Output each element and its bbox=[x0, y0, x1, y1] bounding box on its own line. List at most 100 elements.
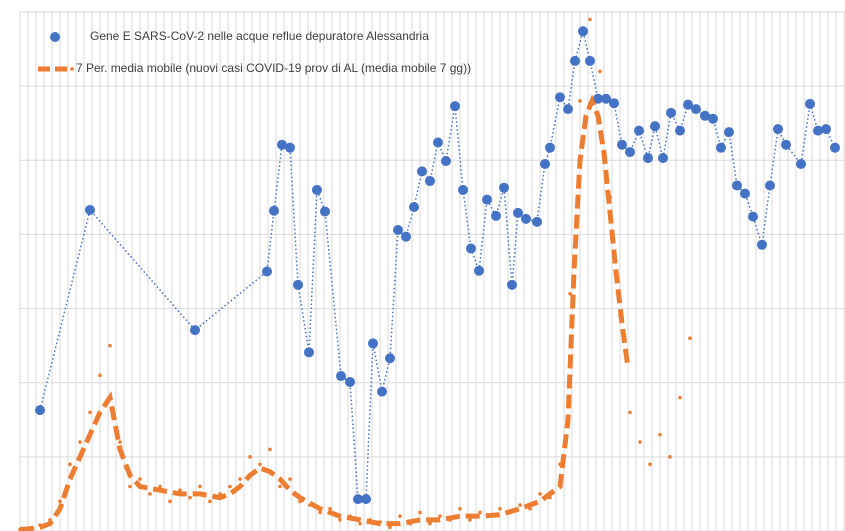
point bbox=[428, 521, 432, 526]
point bbox=[548, 495, 552, 500]
point bbox=[608, 195, 612, 200]
point bbox=[658, 153, 668, 164]
point bbox=[499, 182, 509, 193]
point bbox=[643, 153, 653, 164]
point bbox=[748, 211, 758, 222]
point bbox=[688, 336, 692, 341]
legend-label: Gene E SARS-CoV-2 nelle acque reflue dep… bbox=[90, 29, 429, 43]
point bbox=[830, 142, 840, 153]
point bbox=[277, 139, 287, 150]
point bbox=[336, 371, 346, 382]
point bbox=[425, 176, 435, 187]
point bbox=[433, 137, 443, 148]
point bbox=[168, 499, 172, 504]
point bbox=[338, 518, 342, 522]
point bbox=[418, 510, 422, 515]
point bbox=[568, 291, 572, 296]
point bbox=[128, 484, 132, 489]
point bbox=[298, 499, 302, 504]
point bbox=[678, 395, 682, 400]
point bbox=[675, 125, 685, 136]
point bbox=[248, 455, 252, 459]
point bbox=[388, 525, 392, 530]
point bbox=[48, 518, 52, 522]
point bbox=[466, 243, 476, 254]
point bbox=[285, 142, 295, 153]
point bbox=[507, 279, 517, 290]
point bbox=[108, 343, 112, 348]
point bbox=[417, 166, 427, 177]
legend-label: 7 Per. media mobile (nuovi casi COVID-19… bbox=[76, 61, 471, 75]
point bbox=[708, 113, 718, 124]
point bbox=[450, 101, 460, 112]
point bbox=[716, 142, 726, 153]
point bbox=[348, 514, 352, 518]
moving-average-line bbox=[19, 94, 631, 531]
point bbox=[558, 462, 562, 467]
point bbox=[540, 158, 550, 169]
point bbox=[262, 266, 272, 277]
point bbox=[724, 127, 734, 138]
point bbox=[821, 124, 831, 135]
point bbox=[634, 125, 644, 136]
point bbox=[765, 180, 775, 191]
point bbox=[58, 499, 62, 504]
point bbox=[178, 488, 182, 493]
point bbox=[691, 104, 701, 115]
point bbox=[478, 510, 482, 515]
point bbox=[458, 184, 468, 195]
point bbox=[278, 484, 282, 489]
point bbox=[578, 99, 582, 103]
point bbox=[409, 201, 419, 212]
point bbox=[628, 410, 632, 415]
point bbox=[88, 410, 92, 415]
point bbox=[258, 462, 262, 467]
point bbox=[438, 514, 442, 518]
point bbox=[538, 492, 542, 496]
point bbox=[228, 484, 232, 489]
point bbox=[563, 104, 573, 115]
point bbox=[85, 204, 95, 215]
point bbox=[601, 93, 611, 104]
point bbox=[268, 447, 272, 452]
point bbox=[796, 158, 806, 169]
point bbox=[198, 484, 202, 489]
legend-marker bbox=[70, 67, 74, 71]
point bbox=[308, 503, 312, 507]
point bbox=[683, 99, 693, 110]
point bbox=[482, 194, 492, 205]
point bbox=[528, 506, 532, 511]
point bbox=[513, 207, 523, 218]
point bbox=[813, 125, 823, 136]
point bbox=[35, 405, 45, 416]
point bbox=[38, 523, 42, 527]
point bbox=[468, 518, 472, 522]
point bbox=[304, 347, 314, 358]
point bbox=[588, 17, 592, 22]
point bbox=[617, 139, 627, 150]
point bbox=[78, 440, 82, 444]
point bbox=[190, 325, 200, 336]
point bbox=[666, 107, 676, 118]
point bbox=[658, 432, 662, 437]
point bbox=[609, 98, 619, 109]
point bbox=[570, 55, 580, 66]
point bbox=[441, 156, 451, 167]
point bbox=[408, 521, 412, 526]
point bbox=[188, 495, 192, 500]
point bbox=[555, 92, 565, 103]
point bbox=[312, 184, 322, 195]
legend-marker bbox=[50, 32, 60, 42]
point bbox=[732, 180, 742, 191]
point bbox=[68, 462, 72, 467]
point bbox=[138, 477, 142, 481]
point bbox=[320, 206, 330, 217]
point bbox=[18, 527, 22, 531]
point bbox=[578, 26, 588, 37]
point bbox=[773, 124, 783, 135]
point bbox=[585, 55, 595, 66]
point bbox=[508, 510, 512, 515]
point bbox=[618, 314, 622, 318]
point bbox=[328, 506, 332, 511]
